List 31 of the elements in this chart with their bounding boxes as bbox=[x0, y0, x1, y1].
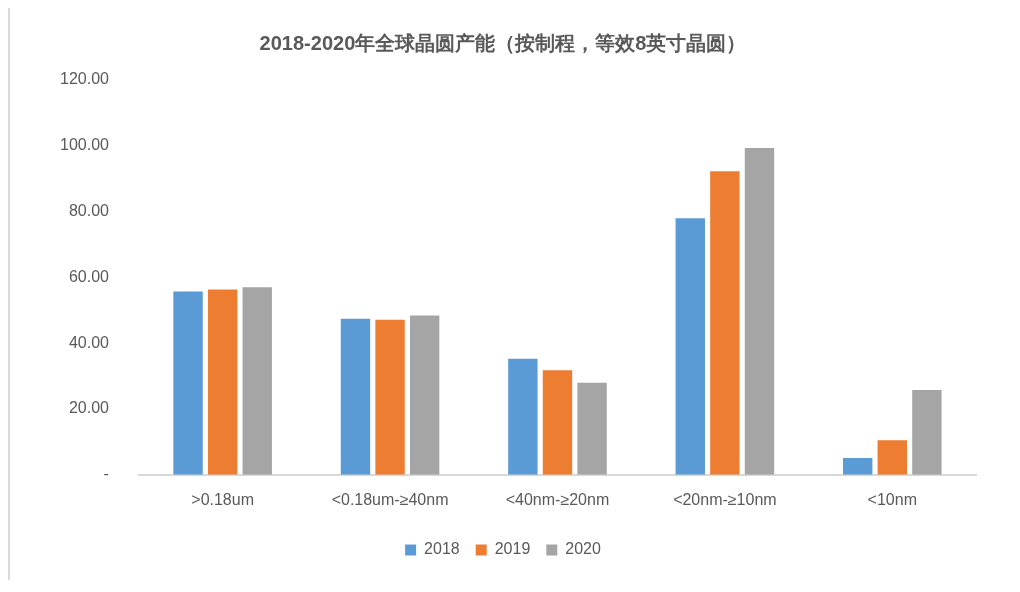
y-tick-label: 60.00 bbox=[68, 267, 110, 285]
y-tick-label: 120.00 bbox=[60, 70, 110, 88]
bar bbox=[877, 440, 907, 475]
bar bbox=[508, 358, 538, 475]
bar bbox=[912, 389, 942, 475]
bar bbox=[577, 382, 607, 475]
bar bbox=[173, 291, 203, 475]
bar bbox=[542, 370, 573, 475]
bar bbox=[409, 315, 440, 475]
bar bbox=[744, 148, 775, 475]
x-tick-label: <0.18um-≥40nm bbox=[331, 490, 449, 508]
legend-label: 2018 bbox=[424, 540, 460, 558]
x-tick-label: <10nm bbox=[867, 490, 917, 508]
legend-label: 2020 bbox=[565, 540, 601, 558]
bar bbox=[675, 218, 705, 475]
x-tick-label: >0.18um bbox=[191, 490, 254, 508]
y-tick-label: 40.00 bbox=[68, 333, 110, 351]
bar bbox=[710, 171, 740, 475]
y-tick-label: 20.00 bbox=[68, 399, 110, 417]
y-tick-label: 80.00 bbox=[68, 202, 110, 220]
bar bbox=[242, 287, 272, 475]
bar bbox=[207, 289, 238, 475]
x-tick-label: <20nm-≥10nm bbox=[673, 490, 777, 508]
y-tick-label: - bbox=[103, 465, 109, 483]
x-tick-label: <40nm-≥20nm bbox=[505, 490, 610, 508]
y-tick-label: 100.00 bbox=[60, 136, 110, 154]
chart-title: 2018-2020年全球晶圆产能（按制程，等效8英寸晶圆） bbox=[259, 31, 747, 54]
bar bbox=[375, 319, 405, 475]
bar bbox=[340, 318, 371, 475]
bar bbox=[842, 458, 873, 475]
legend-label: 2019 bbox=[494, 540, 531, 558]
